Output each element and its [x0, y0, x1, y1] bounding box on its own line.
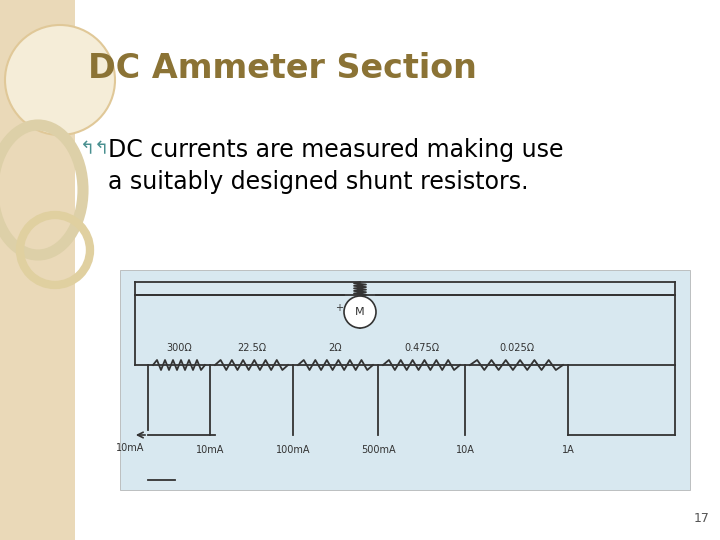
Bar	[120, 270, 690, 490]
Text: 10mA: 10mA	[116, 443, 144, 453]
Bar	[0, 0, 75, 540]
Text: 10A: 10A	[456, 445, 474, 455]
Text: DC currents are measured making use: DC currents are measured making use	[108, 138, 564, 162]
Text: 0.025Ω: 0.025Ω	[499, 343, 534, 353]
Text: 0.475Ω: 0.475Ω	[404, 343, 439, 353]
Text: 2Ω: 2Ω	[329, 343, 342, 353]
Circle shape	[5, 25, 115, 135]
Text: ↰↰: ↰↰	[80, 140, 110, 158]
Text: 1A: 1A	[562, 445, 575, 455]
Text: 10mA: 10mA	[196, 445, 224, 455]
Text: +: +	[335, 303, 343, 313]
Text: 17: 17	[694, 512, 710, 525]
Text: 100mA: 100mA	[276, 445, 310, 455]
Text: M: M	[355, 307, 365, 317]
Circle shape	[344, 296, 376, 328]
Text: 500mA: 500mA	[361, 445, 395, 455]
Text: a suitably designed shunt resistors.: a suitably designed shunt resistors.	[108, 170, 528, 194]
Text: DC Ammeter Section: DC Ammeter Section	[88, 52, 477, 85]
Text: 300Ω: 300Ω	[166, 343, 192, 353]
Text: 22.5Ω: 22.5Ω	[237, 343, 266, 353]
